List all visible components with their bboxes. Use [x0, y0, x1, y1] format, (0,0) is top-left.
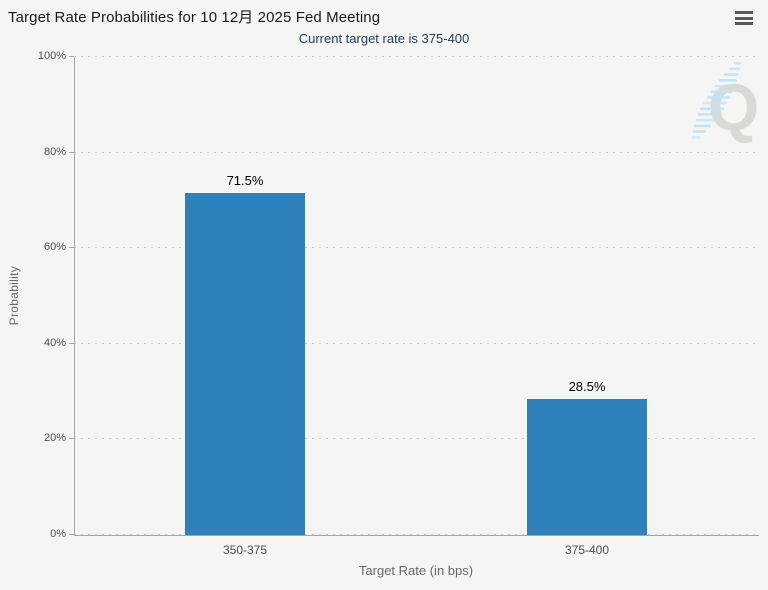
gridline-80: [74, 151, 758, 153]
y-tick-label: 40%: [43, 336, 66, 349]
y-axis-tick: [69, 247, 74, 249]
y-axis-tick: [69, 438, 74, 440]
chart-subtitle: Current target rate is 375-400: [298, 31, 470, 46]
bar-value-label: 71.5%: [226, 173, 264, 189]
bar-375-400[interactable]: [527, 398, 647, 535]
bar-value-label: 28.5%: [568, 378, 606, 394]
gridline-20: [74, 438, 758, 440]
gridline-60: [74, 247, 758, 249]
x-axis-title: Target Rate (in bps): [358, 563, 474, 578]
hamburger-menu-icon: [735, 22, 753, 25]
hamburger-menu-icon: [735, 11, 753, 14]
y-tick-label: 0%: [50, 528, 66, 540]
y-axis-tick: [69, 151, 74, 153]
bar-350-375[interactable]: [185, 193, 305, 535]
y-tick-label: 20%: [43, 432, 66, 445]
y-axis-line: [74, 57, 75, 535]
y-axis-tick: [69, 534, 74, 535]
x-category-label: 375-400: [564, 543, 610, 557]
y-axis-tick: [69, 56, 74, 57]
gridline-0: [74, 534, 758, 535]
x-category-label: 350-375: [222, 543, 268, 557]
y-axis-tick: [69, 342, 74, 344]
gridline-100: [74, 56, 758, 57]
y-tick-label: 80%: [43, 145, 66, 158]
y-tick-label: 60%: [43, 241, 66, 254]
gridline-40: [74, 342, 758, 344]
x-axis-line: [74, 535, 759, 536]
chart-context-menu-button[interactable]: [735, 10, 755, 26]
y-tick-label: 100%: [37, 50, 66, 62]
chart-title: Target Rate Probabilities for 10 12月 202…: [8, 9, 381, 26]
hamburger-menu-icon: [735, 16, 753, 20]
